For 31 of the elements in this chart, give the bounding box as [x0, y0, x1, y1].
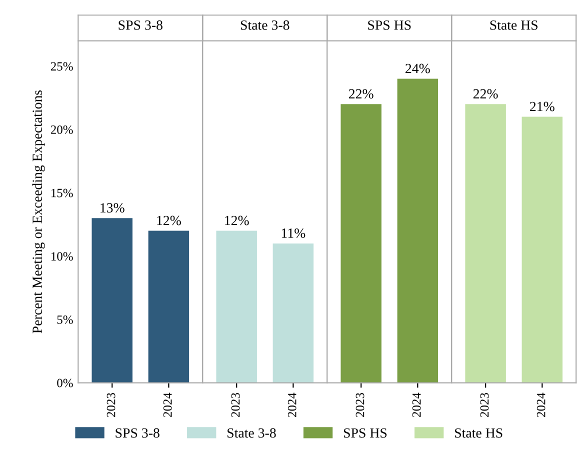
chart-title: State 3-8: [240, 20, 290, 30]
x-tick-label: 2023: [106, 392, 116, 417]
data-label: 11%: [282, 228, 306, 238]
chart-title: State HS: [490, 20, 538, 30]
y-tick-label: 10%: [51, 252, 73, 261]
y-tick-label: 20%: [50, 125, 73, 134]
data-label: 13%: [100, 203, 124, 213]
x-tick-label: 2023: [231, 392, 240, 417]
x-tick-label: 2023: [356, 392, 364, 417]
x-tick-label: 2024: [536, 392, 546, 417]
chart-title: SPS HS: [368, 20, 411, 30]
data-label: 21%: [530, 102, 554, 112]
data-label: 12%: [225, 216, 249, 226]
legend-label: State HS: [455, 428, 502, 438]
y-axis-title: Percent Meeting or Exceeding Expectations: [32, 90, 45, 334]
legend-label: State 3-8: [228, 428, 276, 438]
legend-label: SPS 3-8: [116, 428, 160, 438]
x-tick-label: 2023: [480, 392, 489, 417]
y-tick-label: 15%: [51, 188, 73, 198]
legend-label: SPS HS: [344, 428, 387, 438]
x-tick-label: 2024: [163, 392, 172, 417]
data-label: 22%: [473, 89, 498, 99]
x-tick-label: 2024: [288, 392, 296, 417]
data-label: 22%: [348, 89, 374, 99]
data-label: 24%: [406, 64, 430, 74]
chart-title: SPS 3-8: [118, 20, 162, 30]
y-tick-label: 25%: [50, 62, 73, 71]
x-tick-label: 2024: [412, 392, 421, 417]
y-tick-label: 5%: [57, 315, 73, 324]
data-label: 12%: [157, 216, 181, 226]
y-tick-label: 0%: [57, 378, 73, 388]
